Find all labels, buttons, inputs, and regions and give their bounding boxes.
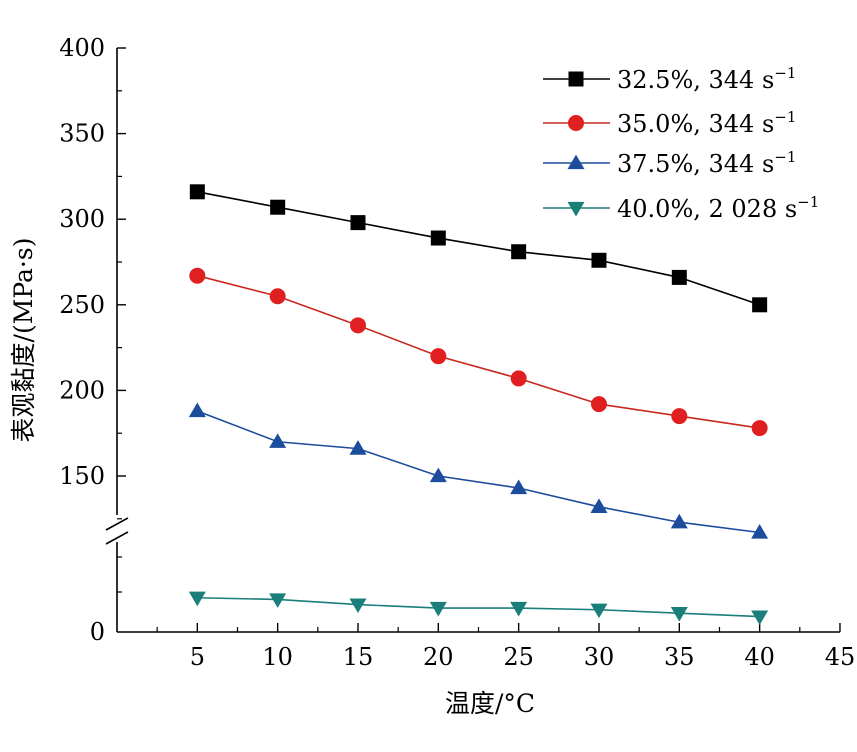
legend-entry: 37.5%, 344 s−1 xyxy=(543,148,796,178)
y-tick-label: 200 xyxy=(59,376,105,404)
data-point-circle xyxy=(269,288,286,305)
data-point-triangle-up xyxy=(670,513,688,529)
data-point-triangle-down xyxy=(188,591,206,607)
legend-label: 35.0%, 344 s−1 xyxy=(617,108,796,138)
legend-label-superscript: −1 xyxy=(774,64,796,82)
data-point-square xyxy=(430,230,446,246)
y-tick-label: 150 xyxy=(59,462,105,490)
data-point-square xyxy=(350,215,366,231)
data-point-triangle-down xyxy=(751,610,769,626)
series-1 xyxy=(189,184,768,313)
data-point-triangle-up xyxy=(349,440,367,455)
legend-label: 32.5%, 344 s−1 xyxy=(617,64,796,94)
series-layer xyxy=(188,184,769,626)
series-line xyxy=(197,191,760,306)
data-point-square xyxy=(671,269,687,285)
series-3 xyxy=(188,402,769,539)
legend-entry: 40.0%, 2 028 s−1 xyxy=(543,193,819,223)
x-tick-label: 30 xyxy=(584,643,615,671)
x-tick-label: 10 xyxy=(262,643,293,671)
series-line xyxy=(197,596,760,618)
ticks: 5 10 15 20 25 30 35 40 45 400 350 300 250 200 150 0 xyxy=(59,34,855,671)
data-point-square xyxy=(270,199,286,215)
x-tick-label: 45 xyxy=(825,643,856,671)
data-point-square xyxy=(591,252,607,268)
legend: 32.5%, 344 s−1 35.0%, 344 s−1 37.5%, 344 s… xyxy=(543,64,819,223)
data-point-square xyxy=(189,184,205,200)
data-point-square xyxy=(568,71,584,87)
data-point-circle xyxy=(568,115,584,131)
data-point-circle xyxy=(430,348,447,365)
legend-label-superscript: −1 xyxy=(774,108,796,126)
series-4 xyxy=(188,591,769,626)
y-tick-label: 400 xyxy=(59,34,105,62)
data-point-triangle-up xyxy=(188,402,206,418)
data-point-triangle-up xyxy=(567,154,585,170)
data-point-circle xyxy=(189,267,206,284)
legend-label-superscript: −1 xyxy=(797,193,819,211)
data-point-triangle-up xyxy=(751,524,769,539)
data-point-square xyxy=(752,297,768,313)
x-tick-label: 5 xyxy=(190,643,205,671)
y-tick-label: 350 xyxy=(59,120,105,148)
x-axis-title: 温度/°C xyxy=(445,689,535,718)
data-point-triangle-up xyxy=(510,479,528,495)
series-2 xyxy=(189,267,768,437)
data-point-triangle-up xyxy=(590,498,608,513)
data-point-triangle-up xyxy=(429,467,447,483)
series-line xyxy=(197,274,760,429)
data-point-triangle-up xyxy=(269,433,287,448)
series-line xyxy=(197,410,760,534)
data-point-circle xyxy=(751,420,768,437)
data-point-square xyxy=(511,244,527,260)
y-tick-label: 0 xyxy=(90,618,105,646)
data-point-triangle-down xyxy=(567,201,585,217)
data-point-circle xyxy=(671,408,688,425)
legend-label: 37.5%, 344 s−1 xyxy=(617,148,796,178)
data-point-triangle-down xyxy=(590,603,608,619)
data-point-circle xyxy=(590,396,607,413)
legend-label-superscript: −1 xyxy=(774,148,796,166)
y-tick-label: 300 xyxy=(59,205,105,233)
x-tick-label: 15 xyxy=(343,643,374,671)
x-tick-label: 35 xyxy=(664,643,695,671)
axis-break-mark xyxy=(105,517,129,531)
x-tick-label: 25 xyxy=(503,643,534,671)
data-point-triangle-down xyxy=(429,601,447,617)
y-tick-label: 250 xyxy=(59,291,105,319)
x-tick-label: 40 xyxy=(744,643,775,671)
data-point-triangle-down xyxy=(269,593,287,608)
legend-label: 40.0%, 2 028 s−1 xyxy=(617,193,819,223)
data-point-circle xyxy=(349,317,366,334)
data-point-triangle-down xyxy=(510,601,528,617)
data-point-circle xyxy=(510,370,527,387)
data-point-triangle-down xyxy=(349,598,367,614)
axis-break-mark xyxy=(105,531,129,545)
data-point-triangle-down xyxy=(670,607,688,622)
legend-entry: 35.0%, 344 s−1 xyxy=(543,108,796,138)
x-tick-label: 20 xyxy=(423,643,454,671)
y-axis-title: 表观黏度/(MPa·s) xyxy=(9,238,38,443)
legend-entry: 32.5%, 344 s−1 xyxy=(543,64,796,94)
